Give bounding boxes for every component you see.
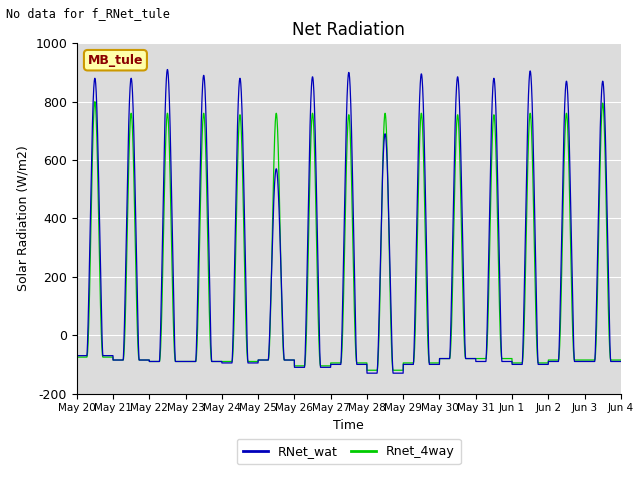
Line: Rnet_4way: Rnet_4way <box>77 102 621 370</box>
Rnet_4way <box>329 360 337 366</box>
Line: RNet_wat: RNet_wat <box>77 70 621 373</box>
RNet_wat <box>171 342 179 348</box>
Rnet_4way <box>471 356 479 361</box>
Rnet_4way <box>363 367 371 373</box>
RNet_wat <box>616 359 624 364</box>
RNet_wat <box>164 67 172 72</box>
RNet_wat <box>441 356 449 361</box>
Rnet_4way <box>441 356 449 361</box>
Text: MB_tule: MB_tule <box>88 54 143 67</box>
RNet_wat <box>329 361 337 367</box>
RNet_wat <box>502 359 509 364</box>
RNet_wat <box>617 359 625 364</box>
Rnet_4way <box>171 353 179 359</box>
Rnet_4way <box>502 356 509 361</box>
X-axis label: Time: Time <box>333 419 364 432</box>
Text: No data for f_RNet_tule: No data for f_RNet_tule <box>6 7 170 20</box>
Rnet_4way <box>616 357 624 363</box>
RNet_wat <box>73 353 81 359</box>
Rnet_4way <box>91 99 99 105</box>
Title: Net Radiation: Net Radiation <box>292 21 405 39</box>
Legend: RNet_wat, Rnet_4way: RNet_wat, Rnet_4way <box>237 439 461 465</box>
Rnet_4way <box>73 354 81 360</box>
RNet_wat <box>471 356 479 361</box>
Rnet_4way <box>617 357 625 363</box>
Y-axis label: Solar Radiation (W/m2): Solar Radiation (W/m2) <box>17 145 29 291</box>
RNet_wat <box>363 370 371 376</box>
